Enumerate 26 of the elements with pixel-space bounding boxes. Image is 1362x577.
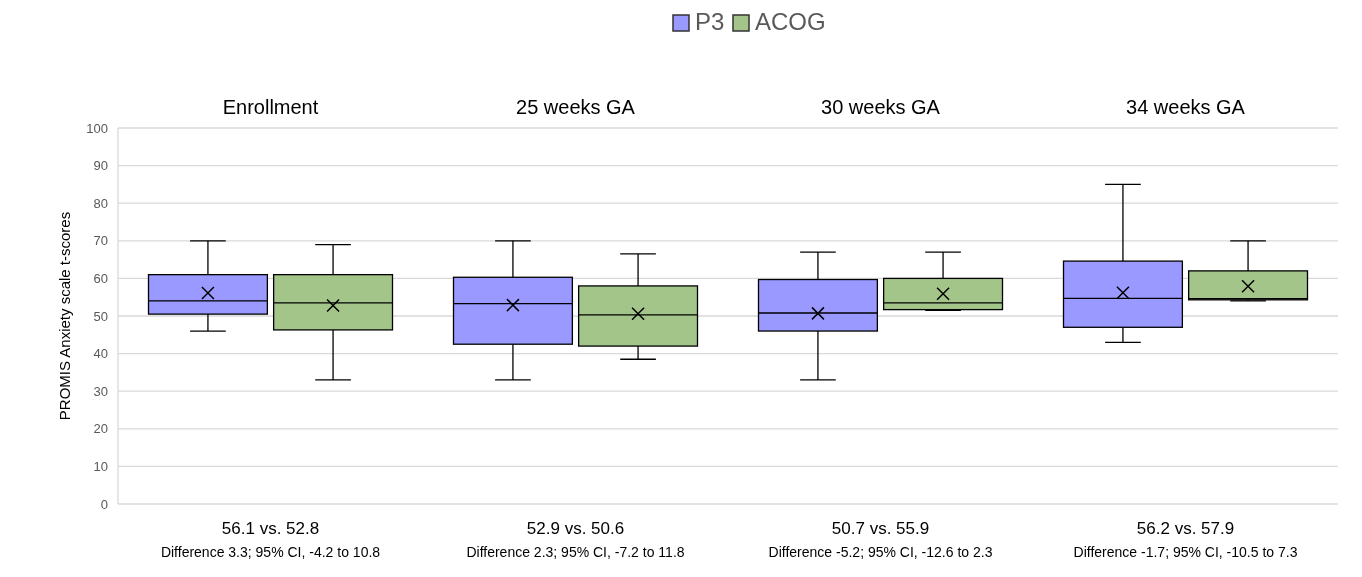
x-tick-label: 34 weeks GA	[1126, 96, 1246, 118]
y-tick-label: 50	[93, 308, 108, 324]
y-tick-label: 90	[93, 158, 108, 174]
y-tick-label: 20	[93, 421, 108, 437]
y-tick-label: 80	[93, 195, 108, 211]
y-tick-label: 60	[93, 270, 108, 286]
y-tick-label: 10	[93, 458, 108, 474]
legend-label: P3	[695, 8, 725, 35]
text: 52.9 vs. 50.6	[526, 519, 625, 538]
y-tick-label: 30	[93, 383, 108, 399]
text: 50.7 vs. 55.9	[831, 519, 930, 538]
legend-label: ACOG	[755, 8, 826, 35]
y-axis-title: PROMIS Anxiety scale t-scores	[56, 211, 73, 421]
text: 56.1 vs. 52.8	[221, 519, 320, 538]
text: Difference 3.3; 95% CI, -4.2 to 10.8	[160, 544, 381, 560]
text: 56.2 vs. 57.9	[1136, 519, 1235, 538]
text: Difference -5.2; 95% CI, -12.6 to 2.3	[768, 544, 993, 560]
x-tick-label: 25 weeks GA	[516, 96, 636, 118]
x-tick-label: 30 weeks GA	[821, 96, 941, 118]
y-tick-label: 40	[93, 346, 108, 362]
text: Difference -1.7; 95% CI, -10.5 to 7.3	[1073, 544, 1298, 560]
y-tick-label: 0	[100, 496, 108, 512]
y-tick-label: 70	[93, 233, 108, 249]
y-tick-label: 100	[86, 120, 108, 136]
text: Difference 2.3; 95% CI, -7.2 to 11.8	[466, 544, 685, 560]
x-tick-label: Enrollment	[222, 96, 319, 118]
